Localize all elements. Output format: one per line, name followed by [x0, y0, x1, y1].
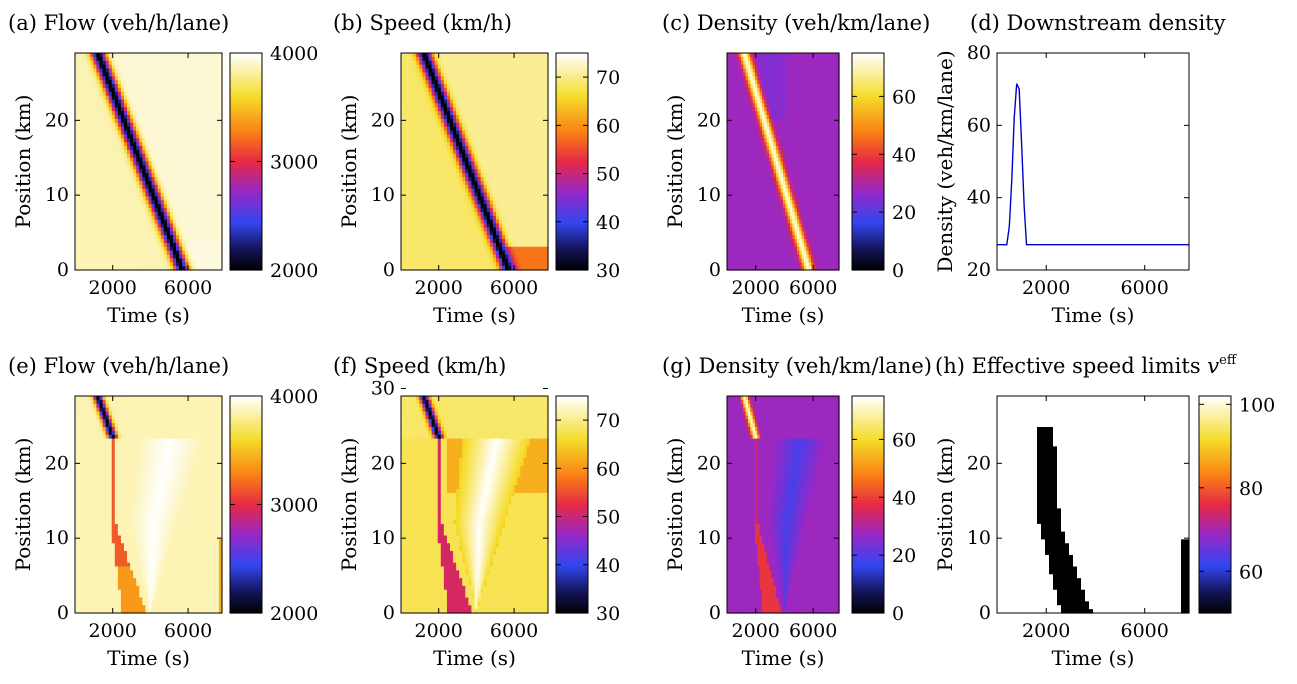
plot-area [75, 53, 223, 271]
colorbar-tick-label: 4000 [270, 43, 318, 65]
y-tick-label: 10 [45, 184, 69, 206]
colorbar-tick-label: 3000 [270, 152, 318, 174]
colorbar: 2000 3000 4000 [230, 43, 318, 282]
plot-area [401, 53, 549, 271]
y-tick-label: 0 [57, 259, 69, 281]
y-tick-label: 20 [45, 109, 69, 131]
panel-title: (a) Flow (veh/h/lane) [8, 11, 229, 35]
x-axis-label: Time (s) [107, 303, 190, 327]
panel-a: (a) Flow (veh/h/lane) 2000 6000 0 10 20 Time (… [8, 11, 318, 327]
x-tick-label: 2000 [89, 277, 137, 299]
colorbar-tick-label: 2000 [270, 260, 318, 282]
x-tick-label: 6000 [164, 277, 212, 299]
y-axis-label: Position (km) [11, 95, 35, 229]
panel-title: (b) Speed (km/h) [333, 11, 512, 35]
